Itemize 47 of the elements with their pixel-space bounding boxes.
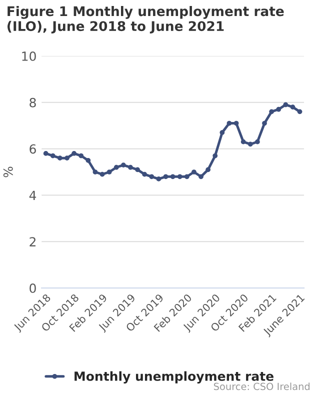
point — [240, 139, 246, 144]
point — [262, 120, 267, 126]
point — [198, 174, 204, 180]
y-tick-label: 10 — [22, 51, 36, 61]
source-note: Source: CSO Ireland — [214, 382, 310, 390]
point — [128, 164, 133, 170]
point — [135, 167, 140, 172]
point — [163, 174, 168, 180]
y-tick-label: 2 — [30, 237, 36, 246]
point — [156, 176, 162, 182]
point — [114, 164, 119, 170]
point — [64, 156, 70, 161]
point — [290, 104, 296, 110]
point — [212, 153, 218, 158]
point — [149, 174, 154, 180]
point — [58, 156, 62, 161]
point — [283, 102, 288, 108]
y-tick-label: 6 — [30, 144, 36, 154]
point — [100, 172, 105, 177]
point — [50, 153, 56, 158]
point — [220, 130, 225, 135]
point — [255, 139, 260, 144]
legend-label: Monthly unemployment rate — [74, 371, 274, 384]
point — [269, 109, 274, 114]
point — [184, 174, 190, 180]
point — [297, 109, 302, 114]
y-tick-label: 8 — [30, 98, 36, 108]
point — [142, 172, 148, 177]
point — [72, 151, 76, 156]
point — [276, 106, 282, 112]
y-axis-title: % — [3, 166, 13, 178]
y-tick-label: 4 — [29, 190, 36, 200]
point — [192, 170, 196, 174]
point — [170, 174, 176, 180]
point — [120, 162, 126, 168]
point — [226, 120, 232, 126]
chart-title: Figure 1 Monthly unemployment rate (ILO), June 2018 to June 2021 — [8, 6, 284, 34]
point — [106, 170, 112, 174]
point — [206, 167, 210, 172]
point — [78, 153, 84, 158]
point — [234, 120, 239, 126]
y-tick-label: 0 — [30, 283, 36, 293]
point — [177, 174, 182, 180]
point — [86, 158, 91, 163]
point — [43, 151, 48, 156]
point — [248, 142, 253, 147]
point — [92, 170, 98, 174]
